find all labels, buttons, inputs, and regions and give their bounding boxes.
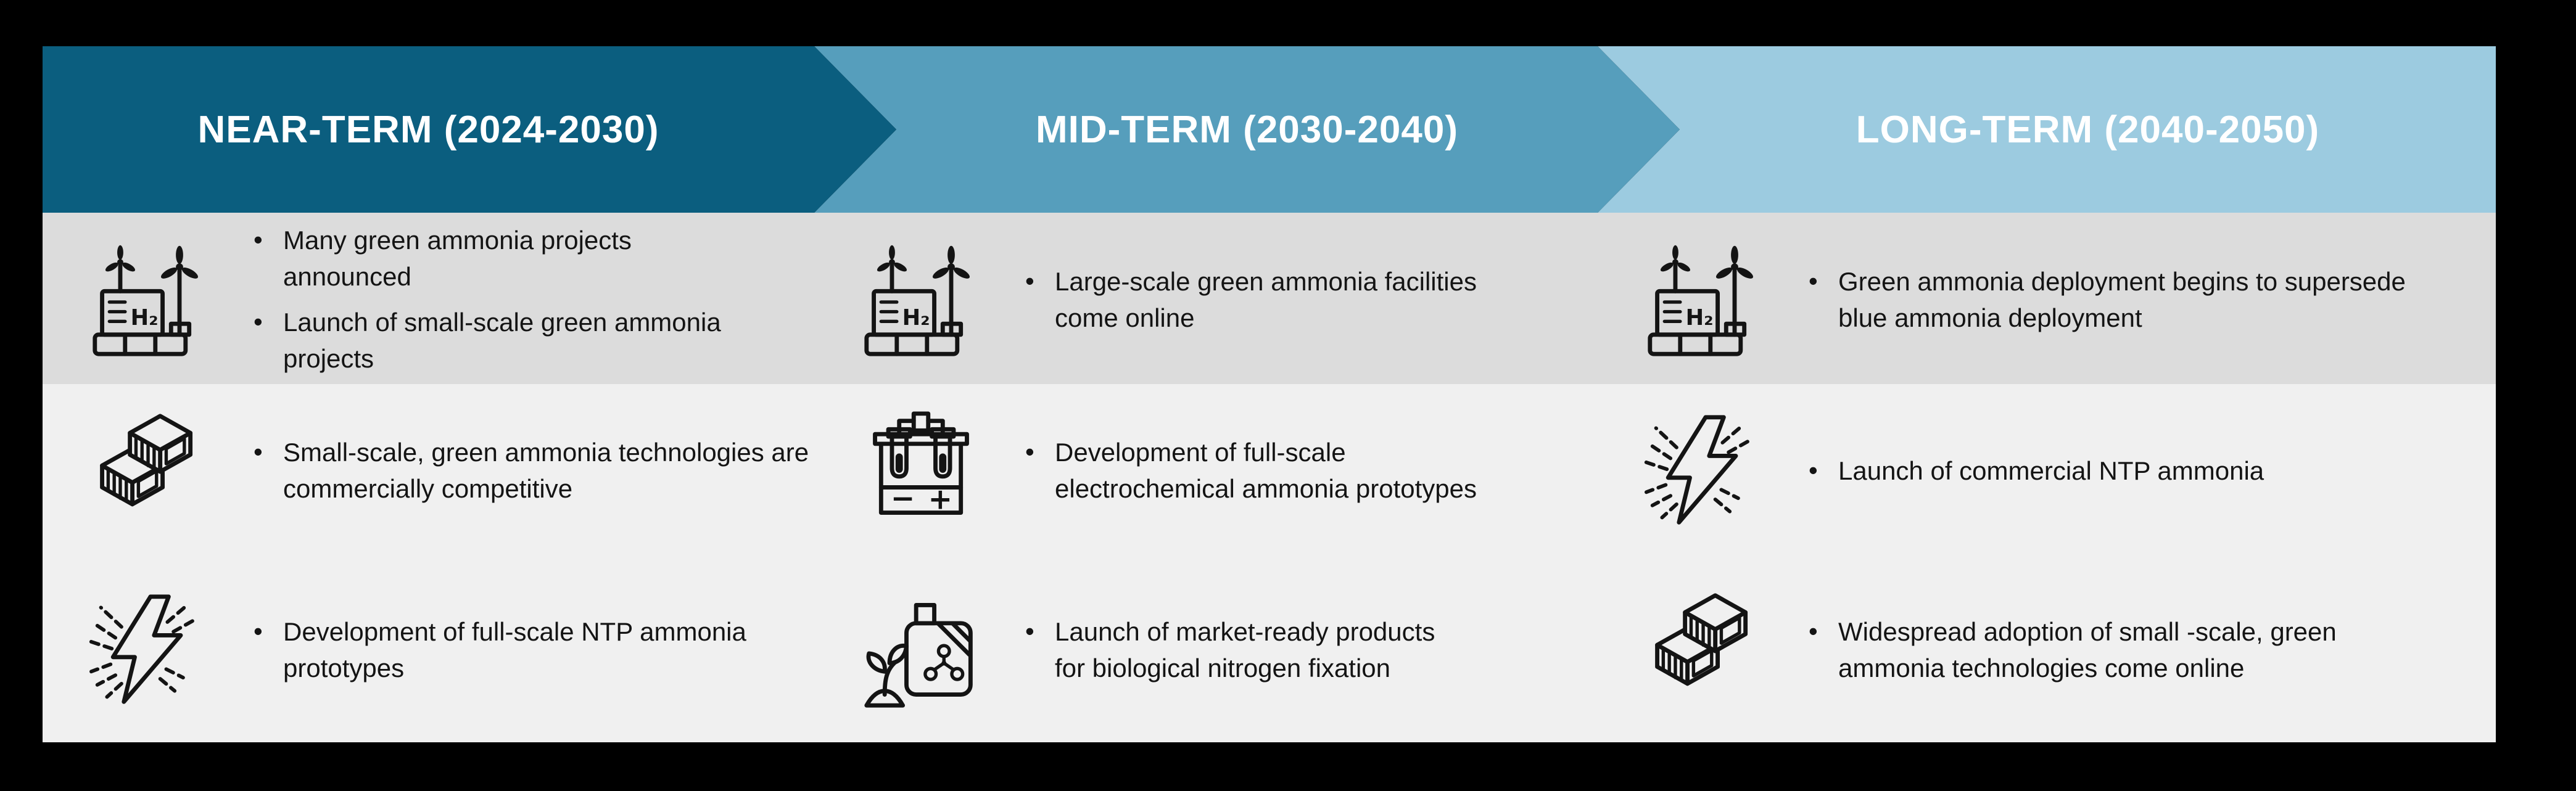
cell-near-row3: Development of full-scale NTP ammonia pr… bbox=[43, 557, 814, 742]
cell-long-row3: Widespread adoption of small -scale, gre… bbox=[1598, 557, 2496, 742]
cell-long-row1: H₂ bbox=[1598, 213, 2496, 386]
ntp-plasma-lightning-icon bbox=[72, 589, 226, 710]
electrolyzer-icon-svg: − + bbox=[873, 411, 969, 517]
bullet-item: Launch of commercial NTP ammonia bbox=[1806, 452, 2264, 489]
bullet-list: Many green ammonia projects announced La… bbox=[226, 213, 764, 386]
bullet-item: Launch of market-ready products for biol… bbox=[1023, 613, 1462, 686]
cell-near-row2: Small-scale, green ammonia technologies … bbox=[43, 384, 814, 557]
hydrogen-plant-icon: H₂ bbox=[72, 239, 226, 360]
bullet-list: Launch of commercial NTP ammonia bbox=[1781, 443, 2264, 498]
shipping-containers-icon bbox=[72, 410, 226, 531]
hydrogen-plant-icon: H₂ bbox=[1627, 239, 1781, 360]
bio-nitrogen-fixation-icon bbox=[844, 589, 998, 710]
bullet-list: Widespread adoption of small -scale, gre… bbox=[1781, 604, 2418, 695]
bullet-list: Small-scale, green ammonia technologies … bbox=[226, 425, 814, 516]
svg-text:−: − bbox=[891, 482, 915, 515]
header-arrow-mid-term: MID-TERM (2030-2040) bbox=[814, 46, 1680, 213]
row-maturity: Development of full-scale NTP ammonia pr… bbox=[43, 557, 2496, 742]
svg-text:H₂: H₂ bbox=[131, 305, 159, 330]
cell-mid-row3: Launch of market-ready products for biol… bbox=[814, 557, 1598, 742]
ntp-plasma-lightning-icon-svg bbox=[89, 594, 195, 704]
bio-nitrogen-fixation-icon-svg bbox=[864, 602, 973, 708]
hydrogen-plant-icon-svg: H₂ bbox=[1648, 245, 1754, 356]
header-label-mid-term: MID-TERM (2030-2040) bbox=[1036, 108, 1458, 151]
ntp-plasma-lightning-icon bbox=[1627, 410, 1781, 531]
bullet-list: Development of full-scale NTP ammonia pr… bbox=[226, 604, 777, 695]
header-label-long-term: LONG-TERM (2040-2050) bbox=[1856, 108, 2320, 151]
bullet-list: Launch of market-ready products for biol… bbox=[998, 604, 1462, 695]
cell-mid-row1: H₂ bbox=[814, 213, 1598, 386]
header-arrow-near-term: NEAR-TERM (2024-2030) bbox=[43, 46, 896, 213]
bullet-item: Many green ammonia projects announced bbox=[251, 221, 764, 295]
bullet-item: Widespread adoption of small -scale, gre… bbox=[1806, 613, 2418, 686]
bullet-item: Development of full-scale electrochemica… bbox=[1023, 433, 1524, 507]
bullet-item: Development of full-scale NTP ammonia pr… bbox=[251, 613, 777, 686]
svg-text:H₂: H₂ bbox=[1686, 305, 1714, 330]
shipping-containers-icon-svg bbox=[1655, 592, 1748, 686]
hydrogen-plant-icon-svg: H₂ bbox=[864, 245, 970, 356]
roadmap-content: NEAR-TERM (2024-2030) MID-TERM (2030-204… bbox=[43, 46, 2496, 742]
bullet-item: Launch of small-scale green ammonia proj… bbox=[251, 303, 764, 377]
header-label-near-term: NEAR-TERM (2024-2030) bbox=[197, 108, 659, 151]
cell-mid-row2: − + Development of full-scale electroche… bbox=[814, 384, 1598, 557]
ntp-plasma-lightning-icon-svg bbox=[1644, 415, 1750, 525]
electrolyzer-icon: − + bbox=[844, 410, 998, 531]
svg-text:+: + bbox=[928, 483, 952, 517]
bullet-list: Development of full-scale electrochemica… bbox=[998, 425, 1524, 516]
bullet-list: Large-scale green ammonia facilities com… bbox=[998, 254, 1536, 345]
shipping-containers-icon-svg bbox=[100, 414, 193, 507]
bullet-item: Green ammonia deployment begins to super… bbox=[1806, 263, 2430, 336]
svg-text:H₂: H₂ bbox=[902, 305, 930, 330]
cell-long-row2: Launch of commercial NTP ammonia bbox=[1598, 384, 2496, 557]
timeline-header: NEAR-TERM (2024-2030) MID-TERM (2030-204… bbox=[43, 46, 2496, 213]
bullet-item: Small-scale, green ammonia technologies … bbox=[251, 433, 814, 507]
cell-near-row1: H₂ bbox=[43, 213, 814, 386]
bullet-item: Large-scale green ammonia facilities com… bbox=[1023, 263, 1536, 336]
bullet-list: Green ammonia deployment begins to super… bbox=[1781, 254, 2430, 345]
shipping-containers-icon bbox=[1627, 589, 1781, 710]
row-announcements: H₂ bbox=[43, 213, 2496, 384]
header-arrow-long-term: LONG-TERM (2040-2050) bbox=[1598, 46, 2496, 213]
hydrogen-plant-icon: H₂ bbox=[844, 239, 998, 360]
hydrogen-plant-icon-svg: H₂ bbox=[93, 245, 199, 356]
row-scaleup: Small-scale, green ammonia technologies … bbox=[43, 384, 2496, 557]
